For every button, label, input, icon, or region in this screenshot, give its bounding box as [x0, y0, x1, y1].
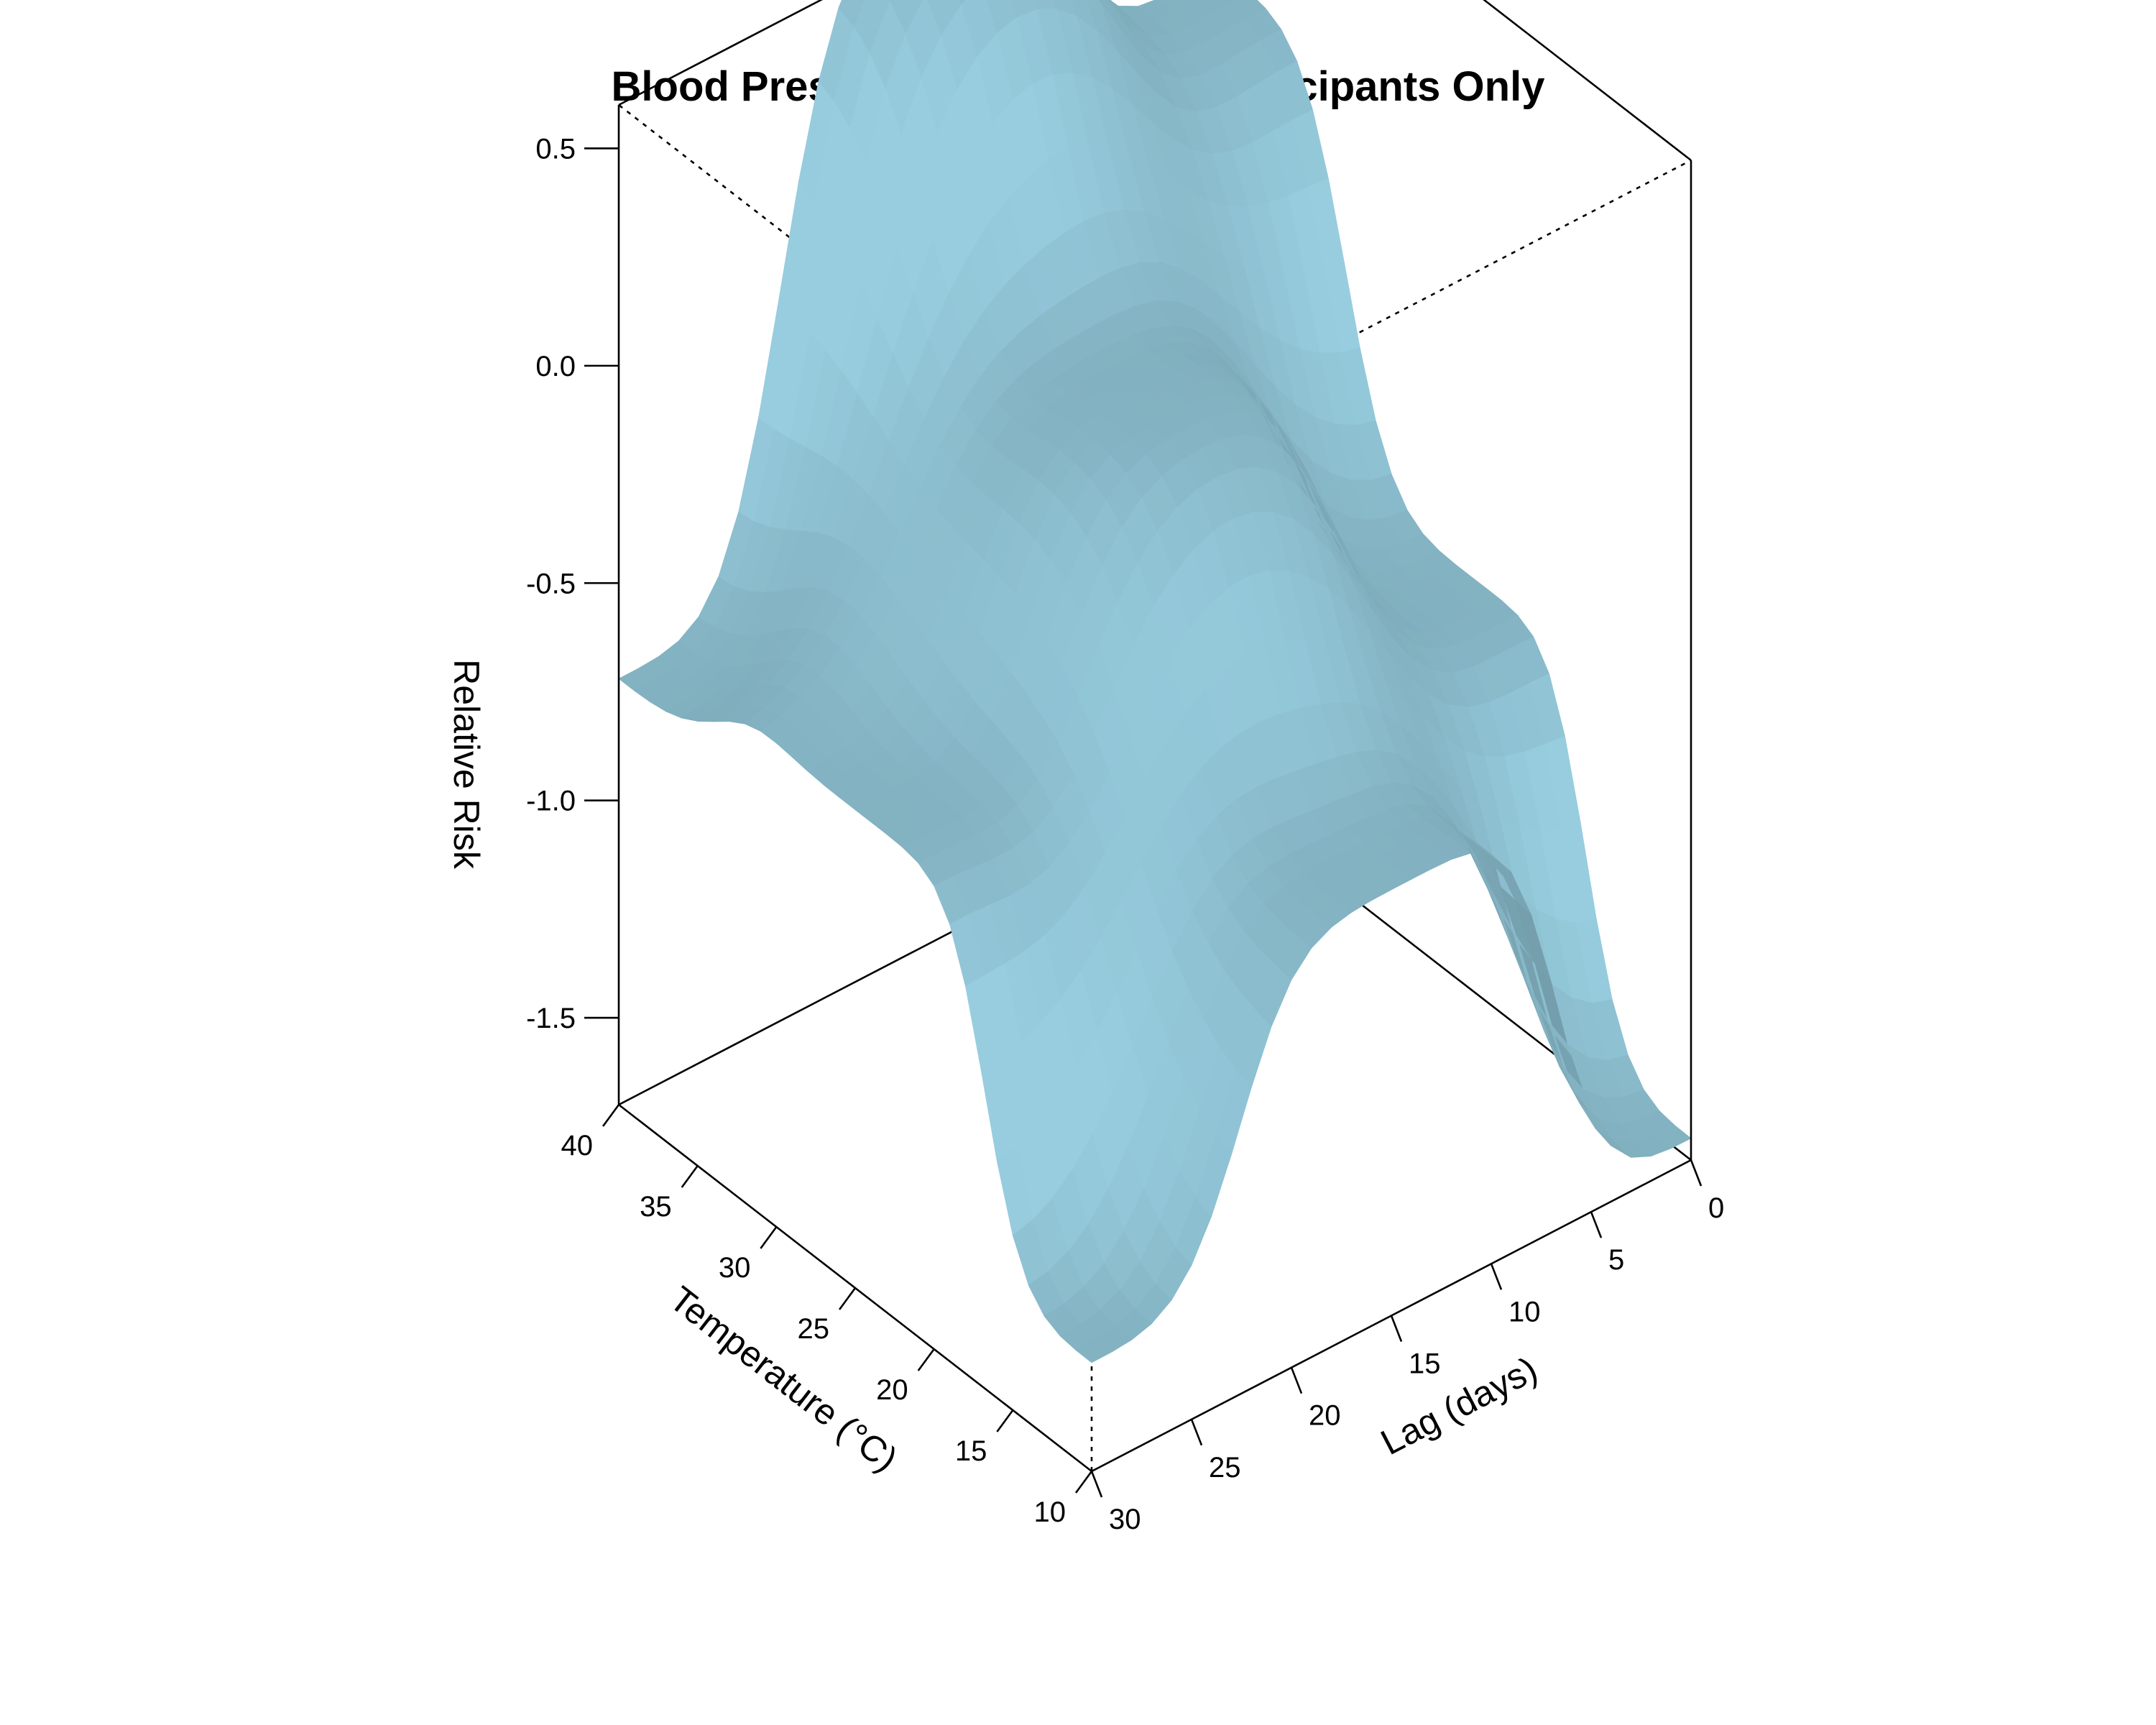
y-tick-label: 10 — [1508, 1296, 1541, 1328]
y-tick — [1190, 1419, 1203, 1446]
surface-facet — [1654, 1125, 1692, 1149]
surface-facet — [1225, 0, 1238, 4]
surface-facet — [959, 0, 967, 5]
y-tick — [1090, 1471, 1103, 1498]
y-tick-label: 0 — [1708, 1192, 1724, 1224]
box-edge — [618, 0, 824, 106]
x-tick — [760, 1226, 778, 1249]
x-tick — [602, 1104, 620, 1127]
x-tick — [917, 1348, 935, 1371]
x-tick — [838, 1287, 857, 1310]
y-tick — [1490, 1263, 1503, 1290]
z-tick-label: -1.0 — [526, 786, 576, 817]
x-tick-label: 40 — [561, 1130, 594, 1162]
x-tick-label: 25 — [798, 1313, 830, 1345]
y-tick — [1290, 1367, 1303, 1394]
axis-ticks: 10 15 20 25 30 35 40 0 5 10 15 20 25 30 -1.5 -1.0 -0.5 0.… — [526, 133, 1724, 1535]
z-tick-label: 0.0 — [535, 351, 576, 382]
y-tick-label: 5 — [1608, 1244, 1624, 1276]
surface-mesh — [618, 0, 1692, 1363]
y-axis-label: Lag (days) — [1374, 1349, 1544, 1463]
y-tick — [1390, 1315, 1403, 1342]
x-tick — [681, 1165, 699, 1188]
box-edge — [1483, 0, 1692, 162]
z-tick-label: 0.5 — [535, 133, 576, 165]
y-tick-label: 30 — [1109, 1504, 1141, 1535]
x-tick-label: 10 — [1034, 1496, 1067, 1528]
x-axis-label: Temperature (°C) — [663, 1279, 906, 1480]
y-tick-label: 25 — [1209, 1452, 1241, 1484]
x-tick — [1074, 1471, 1093, 1494]
y-tick — [1590, 1211, 1603, 1238]
z-axis-label: Relative Risk — [446, 659, 487, 870]
x-tick-label: 35 — [640, 1191, 672, 1223]
y-tick-label: 20 — [1309, 1400, 1341, 1432]
x-tick-label: 20 — [876, 1374, 908, 1406]
x-tick-label: 15 — [955, 1435, 987, 1467]
x-tick — [996, 1409, 1014, 1432]
y-tick-label: 15 — [1409, 1348, 1441, 1380]
x-tick-label: 30 — [719, 1252, 751, 1284]
y-tick — [1690, 1159, 1703, 1187]
z-tick-label: -0.5 — [526, 568, 576, 599]
z-tick-label: -1.5 — [526, 1003, 576, 1034]
